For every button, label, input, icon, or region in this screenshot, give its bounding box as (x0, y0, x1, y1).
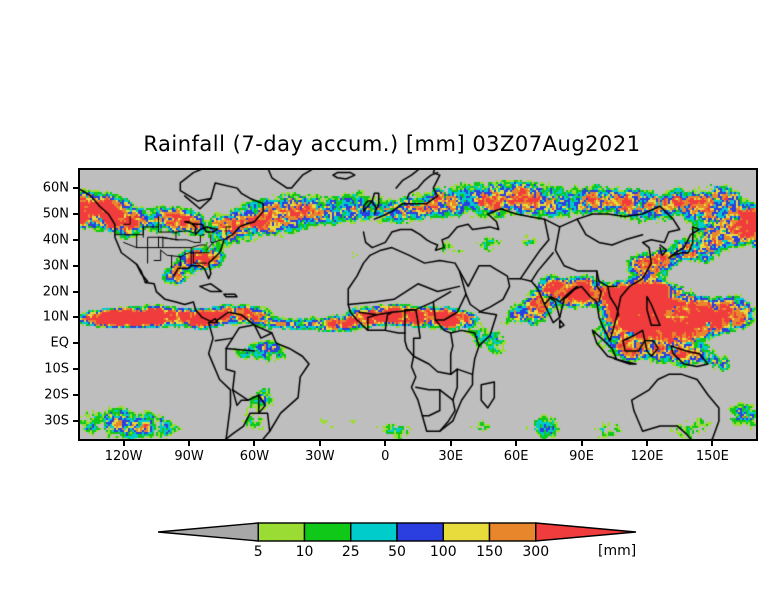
colorbar-bin-7 (535, 522, 637, 542)
y-tick-label-eq: EQ (50, 335, 69, 351)
x-tick-mark (449, 439, 452, 446)
x-tick-mark (711, 439, 714, 446)
rainfall-raster (80, 170, 756, 439)
y-tick-mark (73, 342, 80, 345)
y-tick-mark (73, 290, 80, 293)
x-tick-label-30e: 30E (438, 449, 464, 464)
colorbar-tick-25: 25 (341, 544, 360, 560)
y-tick-label-40n: 40N (42, 232, 69, 248)
colorbar-bin-6 (488, 522, 537, 542)
x-tick-label-30w: 30W (305, 449, 335, 464)
y-tick-label-30n: 30N (42, 258, 69, 274)
colorbar-tick-150: 150 (476, 544, 503, 560)
colorbar-tick-10: 10 (295, 544, 314, 560)
y-tick-mark (73, 264, 80, 267)
colorbar-tick-300: 300 (522, 544, 550, 560)
y-tick-label-50n: 50N (42, 206, 69, 222)
y-tick-label-20n: 20N (42, 284, 69, 300)
x-tick-mark (188, 439, 191, 446)
colorbar-bin-0 (158, 522, 259, 542)
colorbar-units-label: [mm] (598, 543, 637, 559)
y-tick-label-10s: 10S (44, 361, 69, 377)
colorbar-swatches (158, 522, 637, 542)
y-tick-mark (73, 212, 80, 215)
page-title: Rainfall (7-day accum.) [mm] 03Z07Aug202… (143, 132, 641, 156)
y-tick-mark (73, 368, 80, 371)
x-tick-label-150e: 150E (695, 449, 729, 464)
colorbar-bin-3 (350, 522, 398, 542)
x-tick-label-90e: 90E (569, 449, 594, 464)
colorbar[interactable]: [mm] 5 10 25 50 100 150 300 (158, 520, 638, 566)
x-tick-mark (580, 439, 583, 446)
y-tick-label-20s: 20S (44, 387, 69, 403)
x-tick-mark (253, 439, 256, 446)
y-tick-label-10n: 10N (42, 309, 69, 325)
y-tick-mark (73, 394, 80, 397)
y-tick-mark (73, 316, 80, 319)
x-tick-label-120w: 120W (104, 449, 143, 464)
x-tick-mark (318, 439, 321, 446)
y-tick-label-60n: 60N (42, 180, 69, 196)
x-tick-label-60e: 60E (503, 449, 529, 464)
x-tick-label-60w: 60W (239, 449, 270, 464)
colorbar-bin-5 (442, 522, 491, 542)
colorbar-bin-1 (257, 522, 306, 542)
colorbar-bin-4 (396, 522, 444, 542)
x-tick-mark (384, 439, 387, 446)
x-tick-label-90w: 90W (174, 449, 204, 464)
x-tick-label-0: 0 (381, 449, 390, 464)
x-tick-mark (515, 439, 518, 446)
colorbar-tick-100: 100 (429, 544, 457, 560)
x-tick-label-120e: 120E (630, 449, 664, 464)
map-plot-area[interactable] (78, 168, 758, 441)
y-tick-mark (73, 238, 80, 241)
x-tick-mark (122, 439, 125, 446)
y-tick-mark (73, 187, 80, 190)
y-tick-mark (73, 419, 80, 422)
x-tick-mark (645, 439, 648, 446)
colorbar-bin-2 (303, 522, 352, 542)
y-tick-label-30s: 30S (44, 413, 69, 429)
colorbar-tick-5: 5 (253, 544, 263, 560)
colorbar-tick-50: 50 (388, 544, 406, 560)
